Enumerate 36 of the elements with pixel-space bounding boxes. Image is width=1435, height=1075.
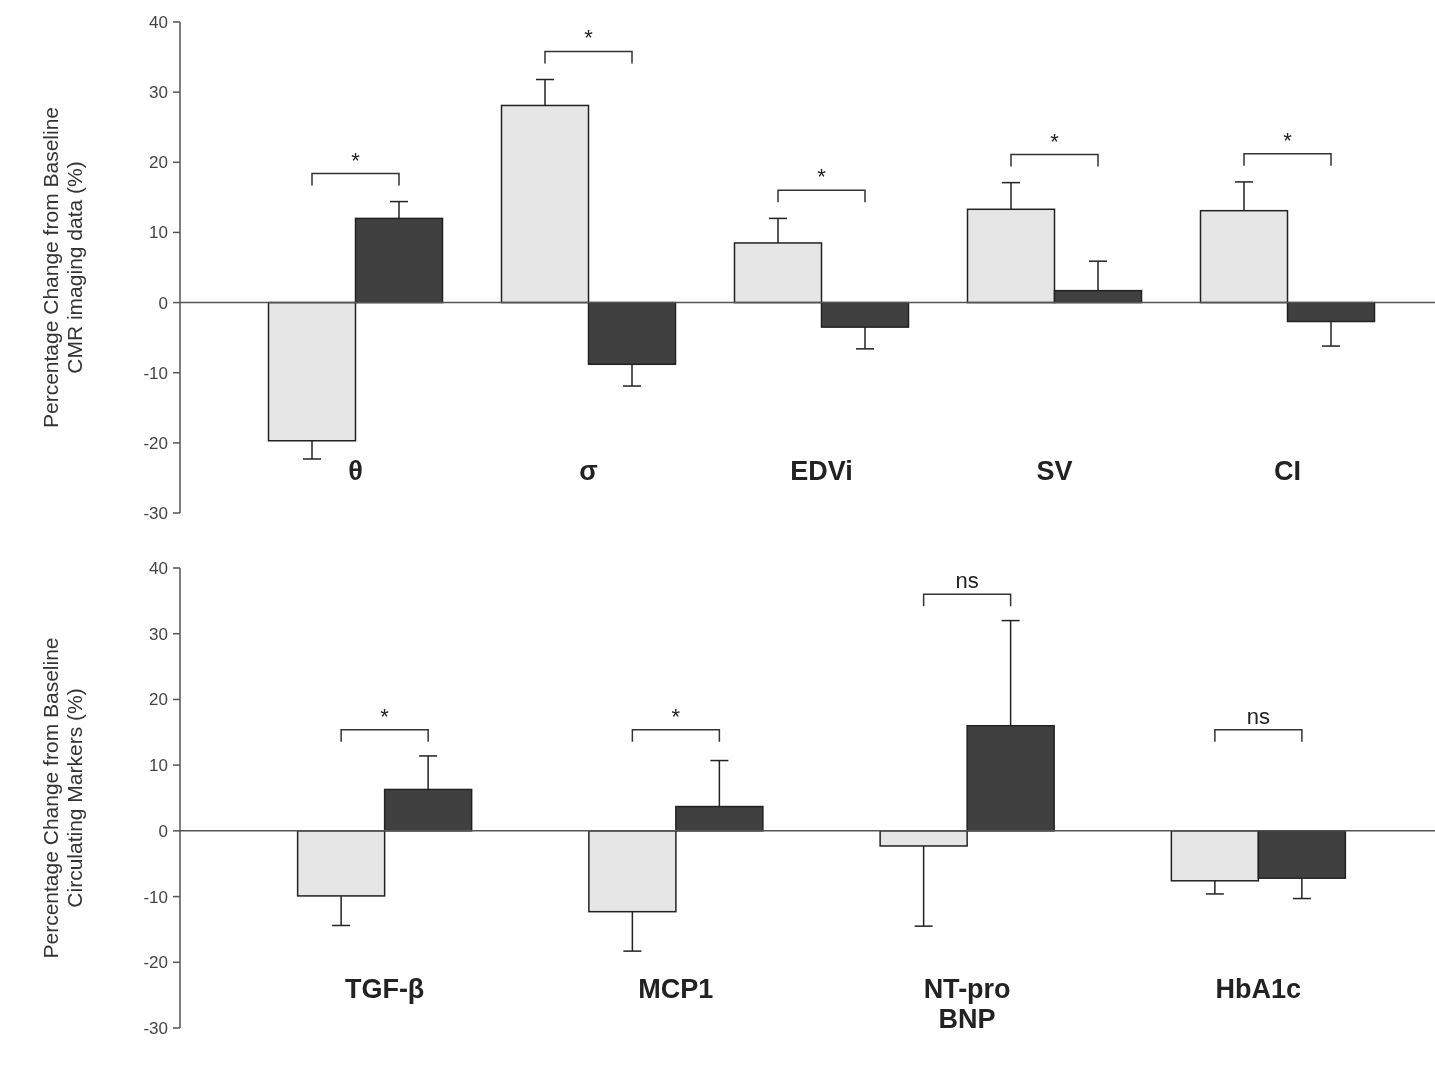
x-tick-label: MCP1 (638, 974, 714, 1005)
x-tick-label: CI (1274, 456, 1301, 487)
annotation: * (1050, 128, 1060, 154)
y-tick-label: -10 (143, 363, 168, 383)
x-tick-label: NT-pro BNP (923, 974, 1011, 1035)
x-tick-label: σ (579, 456, 598, 487)
y-tick-label: 20 (149, 153, 168, 173)
annotation: * (1283, 127, 1293, 153)
y-tick-label: 10 (149, 223, 168, 243)
y-tick-label: -10 (143, 887, 168, 907)
annotation: * (351, 147, 361, 173)
y-tick-label: -30 (143, 1018, 168, 1038)
annotation: * (817, 164, 827, 190)
y-tick-label: 30 (149, 83, 168, 103)
annotation: ns (1246, 703, 1270, 729)
annotation: ns (955, 568, 979, 594)
y-axis-title: Percentage Change from Baseline Circulating Markers (%) (39, 637, 86, 959)
annotation: * (671, 703, 681, 729)
x-tick-label: TGF-β (344, 974, 425, 1005)
y-tick-label: -20 (143, 433, 168, 453)
y-axis-title: Percentage Change from Baseline CMR imaging data (%) (39, 106, 86, 429)
annotation: * (380, 703, 390, 729)
y-tick-label: 20 (149, 690, 168, 710)
y-tick-label: -20 (143, 953, 168, 973)
y-tick-label: -30 (143, 503, 168, 523)
x-tick-label: HbA1c (1215, 974, 1302, 1005)
x-tick-label: EDVi (790, 456, 853, 487)
x-tick-label: SV (1036, 456, 1073, 487)
y-tick-label: 0 (158, 293, 168, 313)
y-tick-label: 30 (149, 624, 168, 644)
y-tick-label: 40 (149, 12, 168, 32)
x-tick-label: θ (348, 456, 363, 487)
y-tick-label: 40 (149, 558, 168, 578)
y-tick-label: 10 (149, 756, 168, 776)
annotation: * (584, 25, 594, 51)
y-tick-label: 0 (158, 821, 168, 841)
